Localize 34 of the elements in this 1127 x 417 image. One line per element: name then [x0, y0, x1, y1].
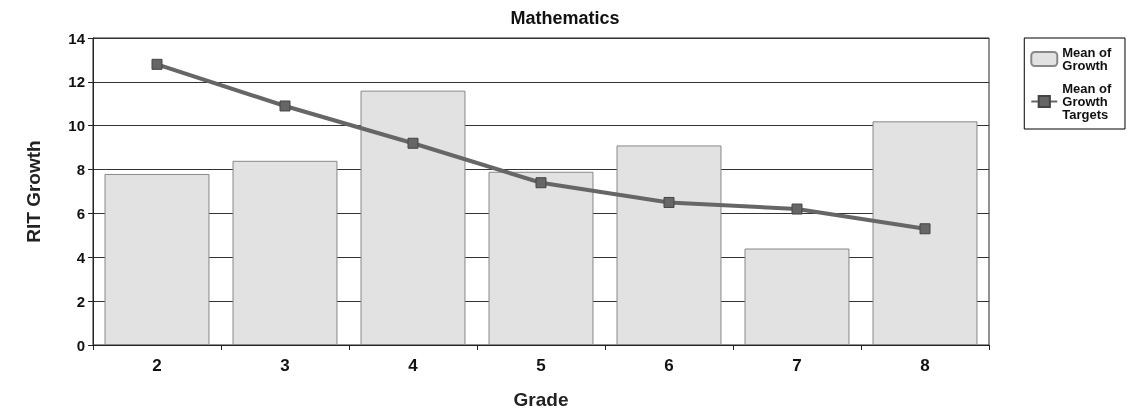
- bar: [872, 121, 978, 345]
- point: [919, 223, 931, 235]
- x-tick-label: 7: [792, 356, 802, 375]
- bar: [616, 145, 722, 345]
- y-tick-label: 4: [76, 248, 86, 266]
- y-tick-label: 12: [68, 73, 85, 91]
- y-tick-label: 10: [68, 117, 85, 135]
- bar: [232, 160, 338, 345]
- y-tick-label: 8: [76, 161, 85, 179]
- point: [151, 58, 163, 70]
- x-tick-label: 6: [664, 356, 674, 375]
- x-tick-label: 5: [536, 356, 546, 375]
- point: [535, 177, 547, 189]
- chart-title: Mathematics: [510, 8, 620, 28]
- x-tick-label: 8: [920, 356, 930, 375]
- bar: [104, 173, 210, 345]
- x-tick-label: 2: [152, 356, 162, 375]
- legend-label: Mean of Growth: [1062, 45, 1116, 73]
- bar: [744, 248, 850, 345]
- y-tick-label: 2: [76, 292, 85, 310]
- x-tick-label: 3: [280, 356, 290, 375]
- bar: [360, 90, 466, 345]
- y-tick-label: 14: [68, 29, 86, 47]
- point: [791, 203, 803, 215]
- point: [279, 100, 291, 112]
- y-tick-label: 0: [76, 336, 85, 354]
- legend-label: Mean of Growth Targets: [1062, 81, 1116, 122]
- point: [407, 137, 419, 149]
- x-axis-title: Grade: [513, 389, 569, 410]
- y-tick-label: 6: [76, 204, 85, 222]
- x-tick-label: 4: [408, 356, 419, 375]
- point: [663, 196, 675, 208]
- bar: [488, 171, 594, 345]
- y-axis-title: RIT Growth: [23, 140, 44, 243]
